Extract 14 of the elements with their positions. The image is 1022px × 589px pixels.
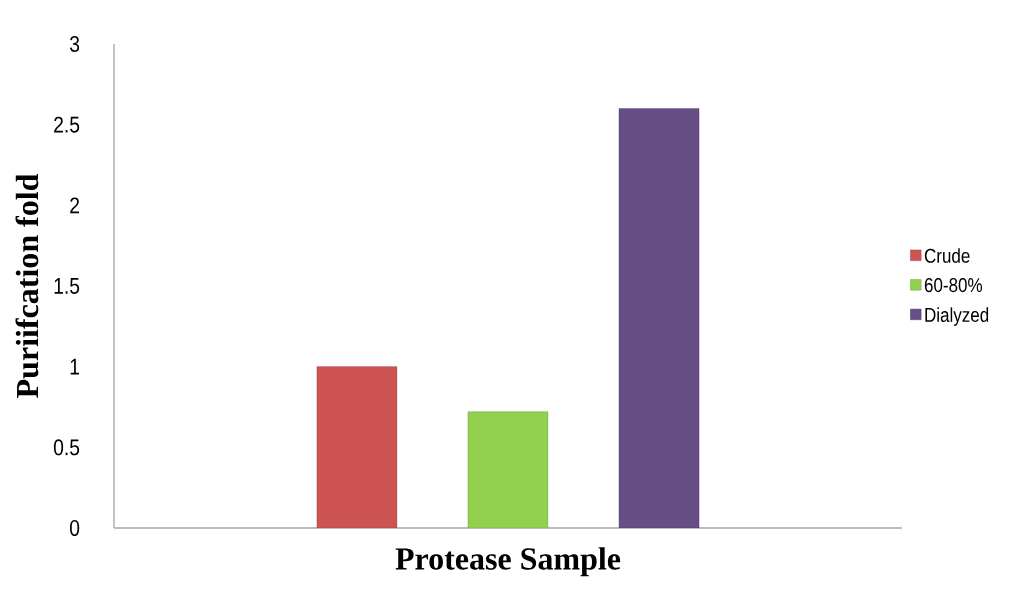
y-tick-label: 2 (70, 197, 79, 214)
y-tick-label: 1 (70, 358, 80, 375)
legend-label: 60-80% (924, 278, 983, 293)
y-tick-label: 3 (69, 35, 80, 53)
y-tick-label: 2.5 (54, 116, 80, 133)
legend-label: Crude (924, 248, 970, 263)
y-tick-label: 0.5 (53, 439, 80, 456)
bar (316, 366, 398, 528)
y-axis-title: Puriifcation fold (15, 173, 39, 398)
y-tick-label: 1.5 (54, 278, 80, 294)
x-axis-title: Protease Sample (395, 547, 621, 577)
y-tick-label: 0 (70, 519, 80, 537)
legend-label: Dialyzed (925, 307, 989, 326)
bar (467, 411, 549, 528)
